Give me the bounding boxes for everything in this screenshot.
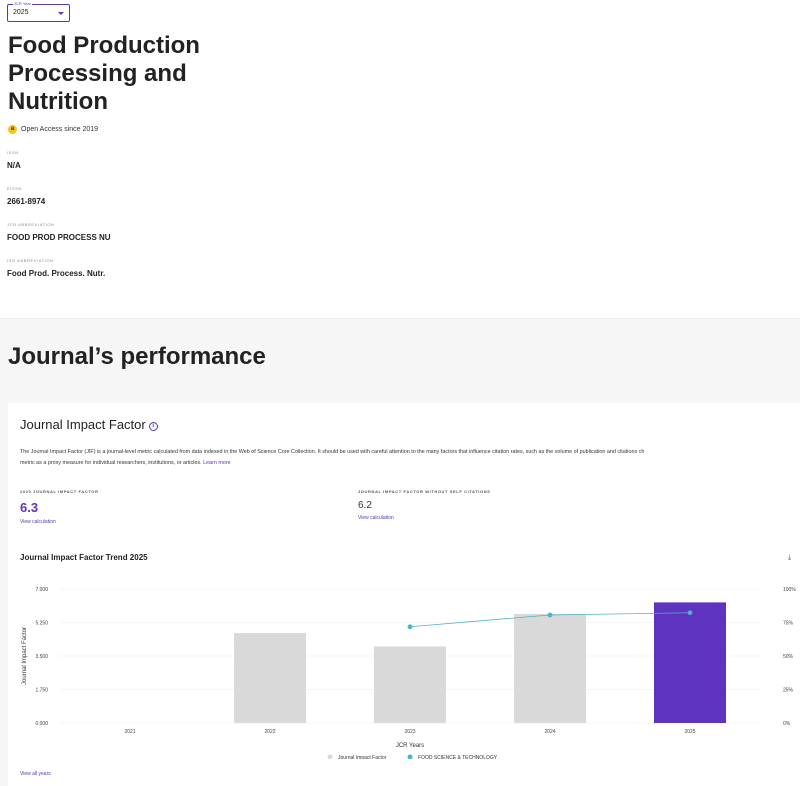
bar (234, 633, 306, 723)
issn-value: N/A (7, 161, 21, 170)
legend-swatch-category (407, 754, 413, 759)
info-icon[interactable]: i (148, 422, 158, 431)
issn-field: ISSN N/A (7, 150, 21, 170)
bar (654, 602, 726, 723)
eissn-value: 2661-8974 (7, 197, 46, 206)
legend-swatch-jif (327, 754, 333, 759)
y2-tick-label: 25% (783, 688, 794, 694)
view-all-years-link[interactable]: View all years (20, 771, 51, 777)
jif-no-self-view-calculation-link[interactable]: View calculation (358, 515, 394, 521)
jcr-abbreviation-field: JCR ABBREVIATION FOOD PROD PROCESS NU (7, 222, 111, 242)
bar (514, 613, 586, 723)
bar (374, 646, 446, 723)
performance-section: Journal’s performance Journal Impact Fac… (0, 318, 800, 786)
y-tick-label: 5.250 (35, 621, 48, 627)
legend-label-jif: Journal Impact Factor (338, 755, 387, 759)
open-access-icon: a (8, 125, 17, 134)
legend-label-category: FOOD SCIENCE & TECHNOLOGY (418, 755, 498, 759)
jif-description-line1: The Journal Impact Factor (JIF) is a jou… (20, 449, 645, 455)
x-tick-label: 2025 (684, 729, 695, 735)
x-tick-label: 2021 (124, 729, 135, 735)
jcr-abbreviation-value: FOOD PROD PROCESS NU (7, 233, 111, 242)
jif-no-self-value: 6.2 (358, 500, 372, 511)
issn-label: ISSN (7, 150, 19, 155)
jif-description-line2: metric as a proxy measure for individual… (20, 460, 202, 466)
x-axis-title: JCR Years (396, 743, 424, 749)
open-access-text: Open Access since 2019 (21, 126, 99, 133)
open-access-badge: a Open Access since 2019 (8, 125, 98, 134)
download-icon[interactable]: ⤓ (788, 554, 792, 561)
learn-more-link[interactable]: Learn more (203, 460, 231, 466)
y-tick-label: 1.750 (35, 688, 48, 694)
y-axis-title: Journal Impact Factor (22, 627, 28, 685)
jif-view-calculation-link[interactable]: View calculation (20, 519, 56, 525)
y2-tick-label: 100% (783, 587, 796, 593)
eissn-label: EISSN (7, 186, 23, 191)
journal-header: JCR Year 2025 Food Production Processing… (0, 0, 800, 318)
jcr-year-label: JCR Year (13, 1, 32, 7)
jif-description-line2-row: metric as a proxy measure for individual… (20, 458, 800, 469)
iso-abbreviation-value: Food Prod. Process. Nutr. (7, 269, 106, 278)
line-point (687, 610, 693, 616)
eissn-field: EISSN 2661-8974 (7, 186, 45, 206)
chevron-down-icon (58, 12, 64, 15)
x-tick-label: 2022 (264, 729, 275, 735)
jif-no-self-metric: JOURNAL IMPACT FACTOR WITHOUT SELF CITAT… (358, 489, 490, 521)
y2-tick-label: 50% (783, 654, 794, 660)
journal-title: Food Production Processing and Nutrition (8, 32, 200, 115)
jif-title-row: Journal Impact Factor i (20, 417, 158, 432)
y-tick-label: 0.000 (35, 721, 48, 727)
jif-description: The Journal Impact Factor (JIF) is a jou… (20, 447, 800, 469)
y-tick-label: 7.000 (35, 587, 48, 593)
y2-tick-label: 0% (783, 721, 791, 727)
x-tick-label: 2023 (404, 729, 415, 735)
jif-card: Journal Impact Factor i The Journal Impa… (8, 403, 800, 786)
jif-metric-value: 6.3 (20, 500, 39, 515)
iso-abbreviation-label: ISO ABBREVIATION (7, 258, 54, 263)
performance-title: Journal’s performance (8, 343, 266, 370)
line-point (547, 612, 553, 618)
y2-tick-label: 75% (783, 621, 794, 627)
jif-metric: 2025 JOURNAL IMPACT FACTOR 6.3 View calc… (20, 489, 99, 525)
jcr-year-value: 2025 (13, 9, 29, 16)
jif-trend-chart: 0.000 0% 1.750 25% 3.500 50% 5.250 75% 7.000 100%… (22, 587, 796, 759)
jcr-abbreviation-label: JCR ABBREVIATION (7, 222, 55, 227)
x-tick-label: 2024 (544, 729, 555, 735)
jcr-year-select[interactable]: JCR Year 2025 (7, 1, 70, 22)
trend-title: Journal Impact Factor Trend 2025 (20, 553, 148, 562)
y-tick-label: 3.500 (35, 654, 48, 660)
jif-title: Journal Impact Factor (20, 417, 146, 432)
jif-no-self-label: JOURNAL IMPACT FACTOR WITHOUT SELF CITAT… (358, 489, 491, 494)
iso-abbreviation-field: ISO ABBREVIATION Food Prod. Process. Nut… (7, 258, 105, 278)
jif-metric-label: 2025 JOURNAL IMPACT FACTOR (20, 489, 99, 494)
line-point (407, 624, 413, 630)
